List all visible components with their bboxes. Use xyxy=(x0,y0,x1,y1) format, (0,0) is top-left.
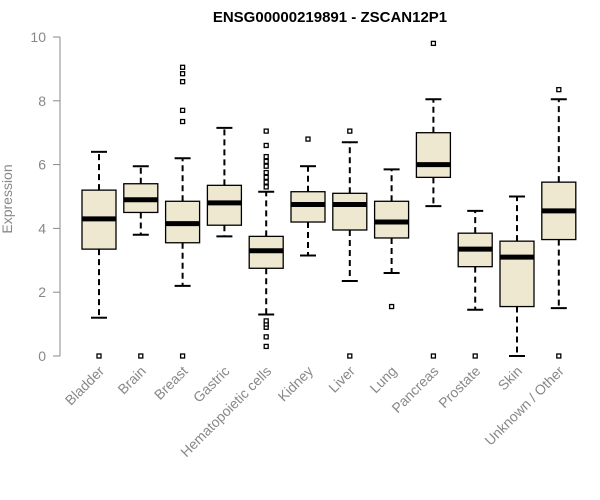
outlier-point xyxy=(305,136,311,142)
outlier-point xyxy=(263,184,269,190)
x-tick-label: Kidney xyxy=(275,363,317,405)
box-group xyxy=(415,40,452,359)
outlier-point xyxy=(263,142,269,149)
box-group xyxy=(248,128,284,350)
y-tick-label: 10 xyxy=(30,29,46,45)
box-group xyxy=(164,64,201,359)
x-tick-label: Brain xyxy=(114,363,148,397)
box-group xyxy=(290,136,326,257)
x-tick-label: Skin xyxy=(495,363,526,394)
box-group xyxy=(499,195,535,357)
y-tick-label: 0 xyxy=(38,348,46,364)
x-tick-label: Lung xyxy=(366,363,399,396)
outlier-point xyxy=(138,353,144,359)
outlier-point xyxy=(430,353,437,359)
outlier-point xyxy=(179,107,186,114)
x-tick-label: Liver xyxy=(325,363,358,396)
box-iqr xyxy=(499,240,535,308)
outlier-point xyxy=(556,86,562,93)
box-group xyxy=(206,126,243,238)
x-tick-label: Unknown / Other xyxy=(481,363,567,449)
outlier-point xyxy=(388,303,395,310)
outlier-point xyxy=(263,343,269,350)
outlier-point xyxy=(263,158,269,165)
outlier-point xyxy=(263,169,269,176)
outlier-point xyxy=(556,353,562,359)
outlier-point xyxy=(179,353,186,359)
outlier-point xyxy=(347,128,353,134)
y-axis-label: Expression xyxy=(0,164,15,233)
y-tick-label: 6 xyxy=(38,157,46,173)
box-group xyxy=(373,168,410,310)
outlier-point xyxy=(263,318,269,324)
box-group xyxy=(81,150,117,359)
outlier-point xyxy=(347,353,353,359)
outlier-point xyxy=(430,40,437,47)
y-tick-label: 4 xyxy=(38,220,46,236)
outlier-point xyxy=(96,353,102,359)
outlier-point xyxy=(472,353,478,359)
box-iqr xyxy=(332,192,368,231)
outlier-point xyxy=(263,153,269,160)
outlier-point xyxy=(263,128,269,134)
y-tick-label: 2 xyxy=(38,284,46,300)
box-group xyxy=(332,128,368,359)
box-iqr xyxy=(415,132,452,179)
chart-title: ENSG00000219891 - ZSCAN12P1 xyxy=(213,9,447,26)
outlier-point xyxy=(179,71,186,77)
x-tick-label: Bladder xyxy=(62,363,108,409)
outlier-point xyxy=(263,334,269,340)
x-tick-label: Prostate xyxy=(435,363,483,411)
outlier-point xyxy=(179,64,186,70)
box-group xyxy=(123,165,159,359)
outlier-point xyxy=(263,174,269,181)
outlier-point xyxy=(263,163,269,169)
x-tick-label: Breast xyxy=(151,363,191,403)
outlier-point xyxy=(263,179,269,185)
y-tick-label: 8 xyxy=(38,93,46,109)
outlier-point xyxy=(179,118,186,125)
outlier-point xyxy=(179,79,186,85)
box-group xyxy=(457,209,493,359)
plot-area xyxy=(81,40,577,359)
y-axis-ticks: 0 2 4 6 8 10 xyxy=(30,29,60,364)
box-group xyxy=(541,86,577,359)
